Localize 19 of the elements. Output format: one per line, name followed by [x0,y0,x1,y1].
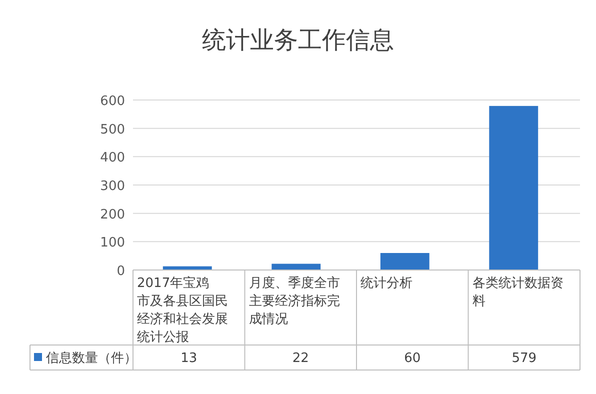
bar [380,253,430,270]
bar [489,106,538,270]
data-label: 22 [292,351,309,366]
legend-label: 信息数量（件） [46,351,137,366]
x-tick-label: 各类统计数据资料 [472,276,564,309]
data-label: 579 [512,351,537,366]
chart-title: 统计业务工作信息 [202,26,394,54]
x-tick-label: 2017年宝鸡市及各县区国民经济和社会发展统计公报 [137,275,228,345]
y-tick-label: 300 [100,179,125,194]
data-label: 13 [180,351,198,366]
y-tick-label: 100 [100,236,125,251]
y-tick-label: 0 [116,264,125,279]
y-tick-label: 200 [100,207,125,222]
y-tick-label: 600 [100,94,125,109]
x-tick-label: 月度、季度全市主要经济指标完成情况 [248,275,340,327]
data-label: 60 [404,351,421,366]
y-tick-label: 500 [100,122,125,138]
y-tick-label: 400 [100,150,125,166]
x-tick-label: 统计分析 [360,276,412,291]
